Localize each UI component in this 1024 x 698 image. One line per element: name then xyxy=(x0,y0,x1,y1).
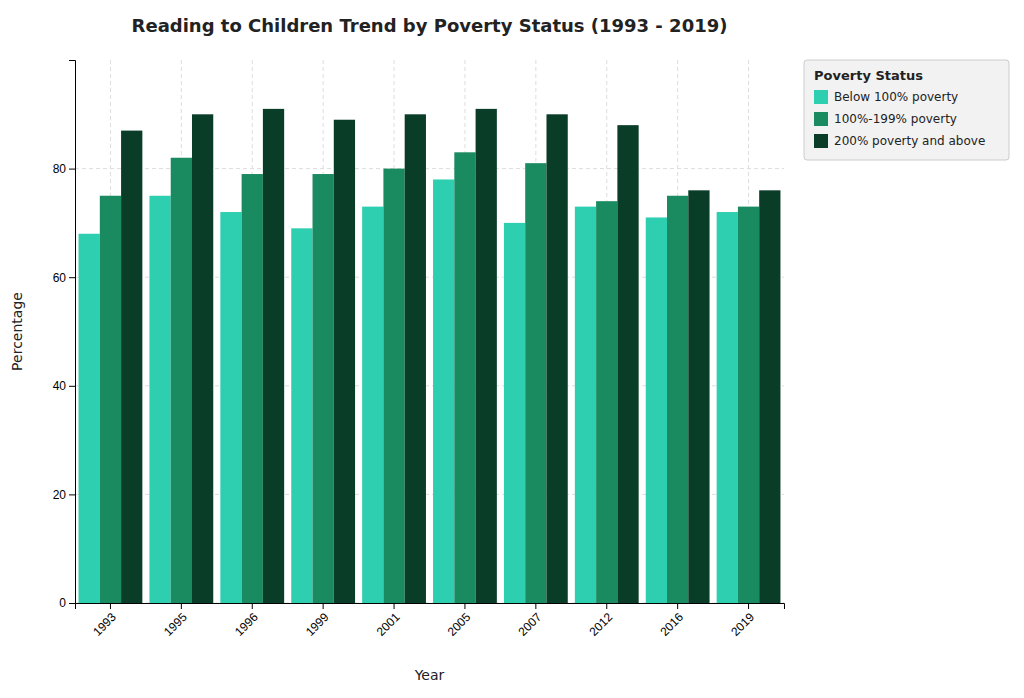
legend-frame xyxy=(804,60,1009,160)
x-tick-mark xyxy=(323,603,324,609)
y-tick-mark xyxy=(69,386,75,387)
legend-label: Below 100% poverty xyxy=(834,90,958,104)
legend-item: Below 100% poverty xyxy=(814,90,958,104)
x-tick-label: 1995 xyxy=(161,610,190,639)
bar xyxy=(525,163,546,603)
legend-label: 100%-199% poverty xyxy=(834,112,957,126)
bar xyxy=(504,223,525,603)
x-tick-mark xyxy=(394,603,395,609)
legend-label: 200% poverty and above xyxy=(834,134,985,148)
bar xyxy=(79,234,100,603)
x-tick-label: 2019 xyxy=(728,610,757,639)
y-axis-title: Percentage xyxy=(9,292,25,371)
bar xyxy=(100,196,121,603)
x-tick: 2012 xyxy=(586,603,615,639)
bar xyxy=(738,207,759,603)
x-axis-title: Year xyxy=(414,667,445,683)
bar xyxy=(242,174,263,603)
title: Reading to Children Trend by Poverty Sta… xyxy=(132,15,728,36)
legend-title: Poverty Status xyxy=(814,68,923,83)
y-tick-mark xyxy=(69,169,75,170)
x-tick: 2016 xyxy=(657,603,686,639)
bar xyxy=(717,212,738,603)
bar xyxy=(667,196,688,603)
y-tick: 60 xyxy=(53,271,75,285)
y-tick: 80 xyxy=(53,162,75,176)
x-tick: 2007 xyxy=(516,603,545,639)
bar xyxy=(759,190,780,603)
bar xyxy=(121,131,142,603)
legend-item: 200% poverty and above xyxy=(814,134,985,148)
bar xyxy=(454,152,475,603)
x-tick-mark xyxy=(252,603,253,609)
x-tick-mark xyxy=(606,603,607,609)
x-tick: 1996 xyxy=(232,603,261,639)
y-tick-label: 40 xyxy=(53,379,67,393)
bar xyxy=(192,114,213,603)
bars xyxy=(79,109,781,603)
y-tick-label: 60 xyxy=(53,271,67,285)
bar xyxy=(313,174,334,603)
bar xyxy=(617,125,638,603)
bar xyxy=(596,201,617,603)
x-tick-label: 1996 xyxy=(232,610,261,639)
grid xyxy=(75,60,784,603)
x-tick: 2005 xyxy=(445,603,474,639)
y-axis: 0 20 40 60 80 xyxy=(53,61,76,611)
x-tick-mark xyxy=(181,603,182,609)
x-tick-label: 2016 xyxy=(657,610,686,639)
legend-swatch xyxy=(814,90,828,104)
bar-series xyxy=(121,109,780,603)
x-tick-label: 1999 xyxy=(303,610,332,639)
x-tick-mark xyxy=(535,603,536,609)
bar xyxy=(171,158,192,603)
bar xyxy=(405,114,426,603)
y-tick-label: 0 xyxy=(59,596,66,610)
x-tick-label: 2001 xyxy=(374,610,403,639)
bar xyxy=(291,228,312,603)
x-tick-mark xyxy=(677,603,678,609)
bar xyxy=(575,207,596,603)
x-tick-label: 1993 xyxy=(90,610,119,639)
bar xyxy=(688,190,709,603)
y-tick-mark xyxy=(69,277,75,278)
bar xyxy=(383,169,404,603)
bar xyxy=(362,207,383,603)
legend: Poverty Status Below 100% poverty 100%-199… xyxy=(804,60,1009,160)
y-tick: 20 xyxy=(53,488,75,502)
x-tick: 1995 xyxy=(161,603,190,639)
x-tick-label: 2007 xyxy=(516,610,545,639)
x-tick-mark xyxy=(110,603,111,609)
legend-item: 100%-199% poverty xyxy=(814,112,957,126)
x-axis: 1993 1995 1996 1999 2001 2005 2007 2012 2016 2019 xyxy=(76,603,785,639)
x-axis-line xyxy=(76,604,785,610)
bar xyxy=(334,120,355,603)
chart: 1993199519961999200120052007201220162019… xyxy=(0,0,1024,698)
x-tick-mark xyxy=(464,603,465,609)
x-tick-label: 2005 xyxy=(445,610,474,639)
bar xyxy=(646,217,667,603)
x-tick-mark xyxy=(748,603,749,609)
legend-swatch xyxy=(814,112,828,126)
y-tick: 40 xyxy=(53,379,75,393)
bar xyxy=(149,196,170,603)
plot: 1993199519961999200120052007201220162019… xyxy=(53,60,785,639)
y-tick-mark xyxy=(69,494,75,495)
x-tick-label: 2012 xyxy=(586,610,615,639)
x-tick: 2019 xyxy=(728,603,757,639)
bar xyxy=(263,109,284,603)
y-axis-line xyxy=(69,61,76,604)
legend-swatch xyxy=(814,134,828,148)
x-tick: 2001 xyxy=(374,603,403,639)
y-tick-label: 20 xyxy=(53,488,67,502)
x-tick: 1999 xyxy=(303,603,332,639)
bar xyxy=(546,114,567,603)
x-tick: 1993 xyxy=(90,603,119,639)
y-tick: 0 xyxy=(59,596,75,610)
bar xyxy=(433,179,454,603)
bar xyxy=(476,109,497,603)
bar xyxy=(220,212,241,603)
y-tick-mark xyxy=(69,603,75,604)
y-tick-label: 80 xyxy=(53,162,67,176)
